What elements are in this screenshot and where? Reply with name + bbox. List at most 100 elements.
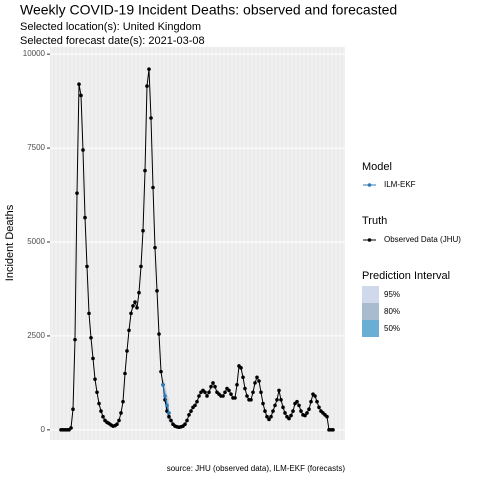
point (165, 403, 169, 408)
chart-title: Weekly COVID-19 Incident Deaths: observe… (20, 2, 397, 18)
point (313, 394, 317, 398)
point (305, 411, 309, 415)
point (275, 397, 279, 402)
point (195, 399, 199, 404)
point (151, 185, 155, 190)
y-tick-label: 0 (41, 425, 46, 434)
point (239, 366, 243, 370)
legend-swatch (362, 303, 379, 320)
y-tick-label: 7500 (27, 143, 45, 152)
point (117, 418, 121, 423)
point (243, 386, 247, 391)
point (265, 414, 269, 419)
point (299, 409, 303, 413)
point (289, 413, 293, 418)
point (233, 396, 237, 400)
point (283, 411, 287, 415)
point (245, 394, 249, 398)
point (249, 397, 253, 402)
point (141, 228, 145, 233)
point (149, 116, 153, 120)
point (121, 399, 125, 404)
point (75, 191, 79, 195)
point (143, 168, 147, 173)
point (241, 375, 245, 380)
point (97, 401, 101, 406)
point (187, 413, 191, 417)
point (223, 390, 227, 395)
y-tick-label: 5000 (27, 237, 45, 246)
point (71, 407, 75, 411)
point (83, 215, 87, 220)
point (77, 82, 81, 86)
point (263, 409, 267, 413)
point (125, 349, 129, 353)
point (209, 384, 213, 389)
legend-title: Truth (362, 215, 387, 227)
point (197, 394, 201, 398)
point (221, 394, 225, 398)
y-tick-label: 10000 (23, 49, 46, 58)
point (227, 388, 231, 393)
point (307, 407, 311, 411)
legend-key (367, 238, 372, 242)
point (91, 356, 95, 361)
point (207, 390, 211, 395)
point (281, 405, 285, 410)
point (169, 418, 173, 423)
point (95, 390, 99, 395)
point (205, 394, 209, 398)
point (161, 382, 165, 387)
point (85, 264, 89, 269)
point (269, 414, 273, 419)
panel (50, 47, 345, 440)
point (287, 416, 291, 421)
point (157, 332, 161, 336)
point (159, 369, 163, 374)
legend-swatch (362, 286, 379, 303)
point (259, 390, 263, 395)
point (193, 403, 197, 408)
point (133, 300, 137, 304)
point (87, 311, 91, 316)
y-axis-label: Incident Deaths (4, 204, 16, 281)
point (213, 384, 217, 389)
point (277, 388, 281, 393)
subtitle: Selected forecast date(s): 2021-03-08 (20, 35, 205, 47)
point (69, 426, 73, 430)
caption: source: JHU (observed data), ILM-EKF (fo… (167, 464, 346, 473)
point (127, 328, 131, 333)
point (115, 422, 119, 427)
line (162, 384, 170, 414)
point (331, 428, 335, 432)
point (189, 409, 193, 413)
legend-label: Observed Data (JHU) (384, 235, 461, 244)
point (303, 413, 307, 418)
point (129, 311, 133, 316)
point (315, 399, 319, 404)
point (135, 305, 139, 310)
point (81, 148, 85, 152)
point (101, 414, 105, 419)
point (271, 409, 275, 413)
point (297, 403, 301, 408)
point (235, 382, 239, 387)
point (131, 304, 135, 308)
point (153, 245, 157, 250)
legend-label: ILM-EKF (384, 180, 416, 189)
point (183, 422, 187, 427)
point (137, 290, 141, 295)
point (89, 336, 93, 340)
point (251, 390, 255, 395)
point (267, 417, 271, 422)
point (147, 67, 151, 71)
point (145, 84, 149, 88)
point (279, 397, 283, 402)
point (261, 401, 265, 406)
point (119, 411, 123, 415)
point (317, 405, 321, 410)
legend-label: 95% (384, 290, 400, 299)
point (211, 381, 215, 385)
point (325, 414, 329, 419)
